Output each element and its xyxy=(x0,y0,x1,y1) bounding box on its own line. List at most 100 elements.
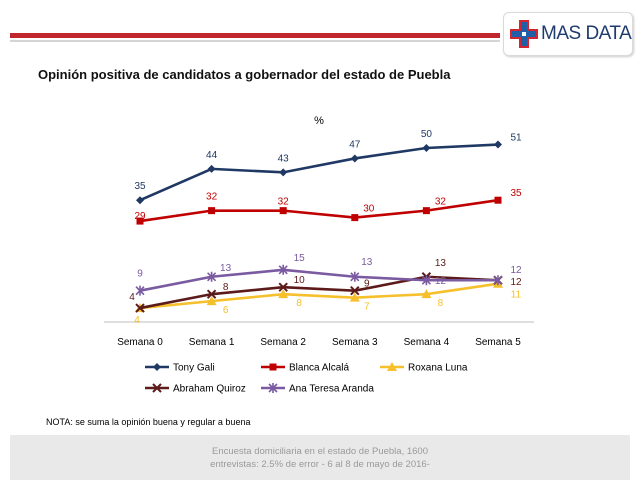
data-label: 47 xyxy=(349,139,361,150)
data-point xyxy=(421,275,431,286)
data-point xyxy=(494,196,502,204)
series-abraham-quiroz: 4 8 10 9 13 12 xyxy=(129,258,522,313)
x-tick-label: Semana 3 xyxy=(332,337,378,348)
footer-text: Encuesta domiciliaria en el estado de Pu… xyxy=(10,445,630,471)
logo-text: MAS DATA xyxy=(541,23,632,44)
legend-item: Blanca Alcalá xyxy=(261,363,349,374)
series-roxana-luna: 4 6 8 7 8 11 xyxy=(134,278,522,326)
footnote: NOTA: se suma la opinión buena y regular… xyxy=(46,417,251,427)
data-point xyxy=(206,296,217,306)
data-point xyxy=(136,217,144,225)
series-line xyxy=(139,143,499,202)
data-label: 11 xyxy=(511,290,522,301)
unit-label: % xyxy=(314,115,324,127)
data-point xyxy=(494,140,502,149)
data-point xyxy=(208,207,216,215)
data-label: 8 xyxy=(296,298,302,309)
data-label: 32 xyxy=(206,192,218,203)
data-label: 7 xyxy=(364,302,370,313)
data-point xyxy=(278,282,288,292)
data-point xyxy=(279,207,287,215)
data-label: 12 xyxy=(510,265,522,276)
chart-title: Opinión positiva de candidatos a goberna… xyxy=(38,67,451,82)
series-tony-gali: 35 44 43 47 50 51 xyxy=(134,129,522,205)
data-point xyxy=(135,285,145,296)
data-label: 10 xyxy=(294,275,306,286)
series-blanca-alcal-: 29 32 32 30 32 35 xyxy=(134,188,522,225)
data-label: 8 xyxy=(438,298,444,309)
data-point xyxy=(493,275,503,286)
legend-label: Blanca Alcalá xyxy=(289,363,349,374)
data-point xyxy=(136,196,144,205)
data-label: 35 xyxy=(510,188,522,199)
data-label: 13 xyxy=(220,263,232,274)
data-point xyxy=(207,164,216,173)
data-point xyxy=(351,214,359,222)
data-label: 6 xyxy=(223,305,229,316)
data-label: 9 xyxy=(364,279,370,290)
data-label: 13 xyxy=(361,257,373,268)
data-point xyxy=(422,144,431,152)
data-point xyxy=(268,383,278,393)
data-point xyxy=(278,289,289,299)
header-gray-bar xyxy=(10,40,500,42)
series-line xyxy=(139,275,499,310)
data-point xyxy=(350,285,360,296)
data-point xyxy=(350,154,359,163)
data-point xyxy=(279,168,288,177)
data-label: 8 xyxy=(223,282,229,293)
data-point xyxy=(269,363,277,371)
data-point xyxy=(206,289,217,299)
footer-bar: Encuesta domiciliaria en el estado de Pu… xyxy=(10,435,630,480)
data-label: 44 xyxy=(206,150,218,161)
legend-label: Ana Teresa Aranda xyxy=(289,384,374,395)
data-point xyxy=(421,289,432,299)
data-label: 29 xyxy=(134,211,146,222)
x-tick-label: Semana 1 xyxy=(189,337,235,348)
data-point xyxy=(278,264,288,275)
x-tick-label: Semana 5 xyxy=(475,337,521,348)
x-tick-label: Semana 0 xyxy=(117,337,163,348)
data-point xyxy=(135,303,145,313)
data-label: 32 xyxy=(278,197,290,208)
data-label: 32 xyxy=(435,197,447,208)
legend-item: Roxana Luna xyxy=(380,362,468,374)
data-label: 35 xyxy=(134,181,146,192)
data-label: 43 xyxy=(278,153,290,164)
series-line xyxy=(139,268,498,292)
data-label: 12 xyxy=(435,276,447,287)
footer-line-1: Encuesta domiciliaria en el estado de Pu… xyxy=(211,446,428,457)
brand-logo: MAS DATA xyxy=(503,12,633,56)
series-line xyxy=(139,282,499,310)
data-point xyxy=(422,207,430,215)
legend-label: Tony Gali xyxy=(173,363,215,374)
data-point xyxy=(207,271,217,282)
data-label: 13 xyxy=(435,258,447,269)
data-label: 15 xyxy=(294,253,306,264)
data-point xyxy=(153,363,161,371)
data-label: 12 xyxy=(510,277,522,288)
legend-item: Abraham Quiroz xyxy=(145,383,246,395)
x-tick-label: Semana 4 xyxy=(404,337,450,348)
legend-label: Abraham Quiroz xyxy=(173,384,246,395)
footer-line-2: entrevistas: 2.5% de error - 6 al 8 de m… xyxy=(210,459,430,470)
data-label: 4 xyxy=(129,292,135,303)
legend-label: Roxana Luna xyxy=(408,363,468,374)
legend-item: Tony Gali xyxy=(145,363,215,374)
data-label: 4 xyxy=(134,315,140,326)
data-label: 9 xyxy=(137,269,143,280)
data-label: 50 xyxy=(421,129,433,140)
data-point xyxy=(350,271,360,282)
data-label: 30 xyxy=(363,204,375,215)
x-tick-label: Semana 2 xyxy=(260,337,306,348)
data-point xyxy=(387,362,397,371)
data-point xyxy=(152,383,162,393)
data-point xyxy=(349,292,360,302)
series-line xyxy=(139,198,499,223)
legend-item: Ana Teresa Aranda xyxy=(261,383,374,395)
header-red-bar xyxy=(10,33,500,38)
medical-cross-icon xyxy=(510,20,538,48)
data-label: 51 xyxy=(510,133,522,144)
